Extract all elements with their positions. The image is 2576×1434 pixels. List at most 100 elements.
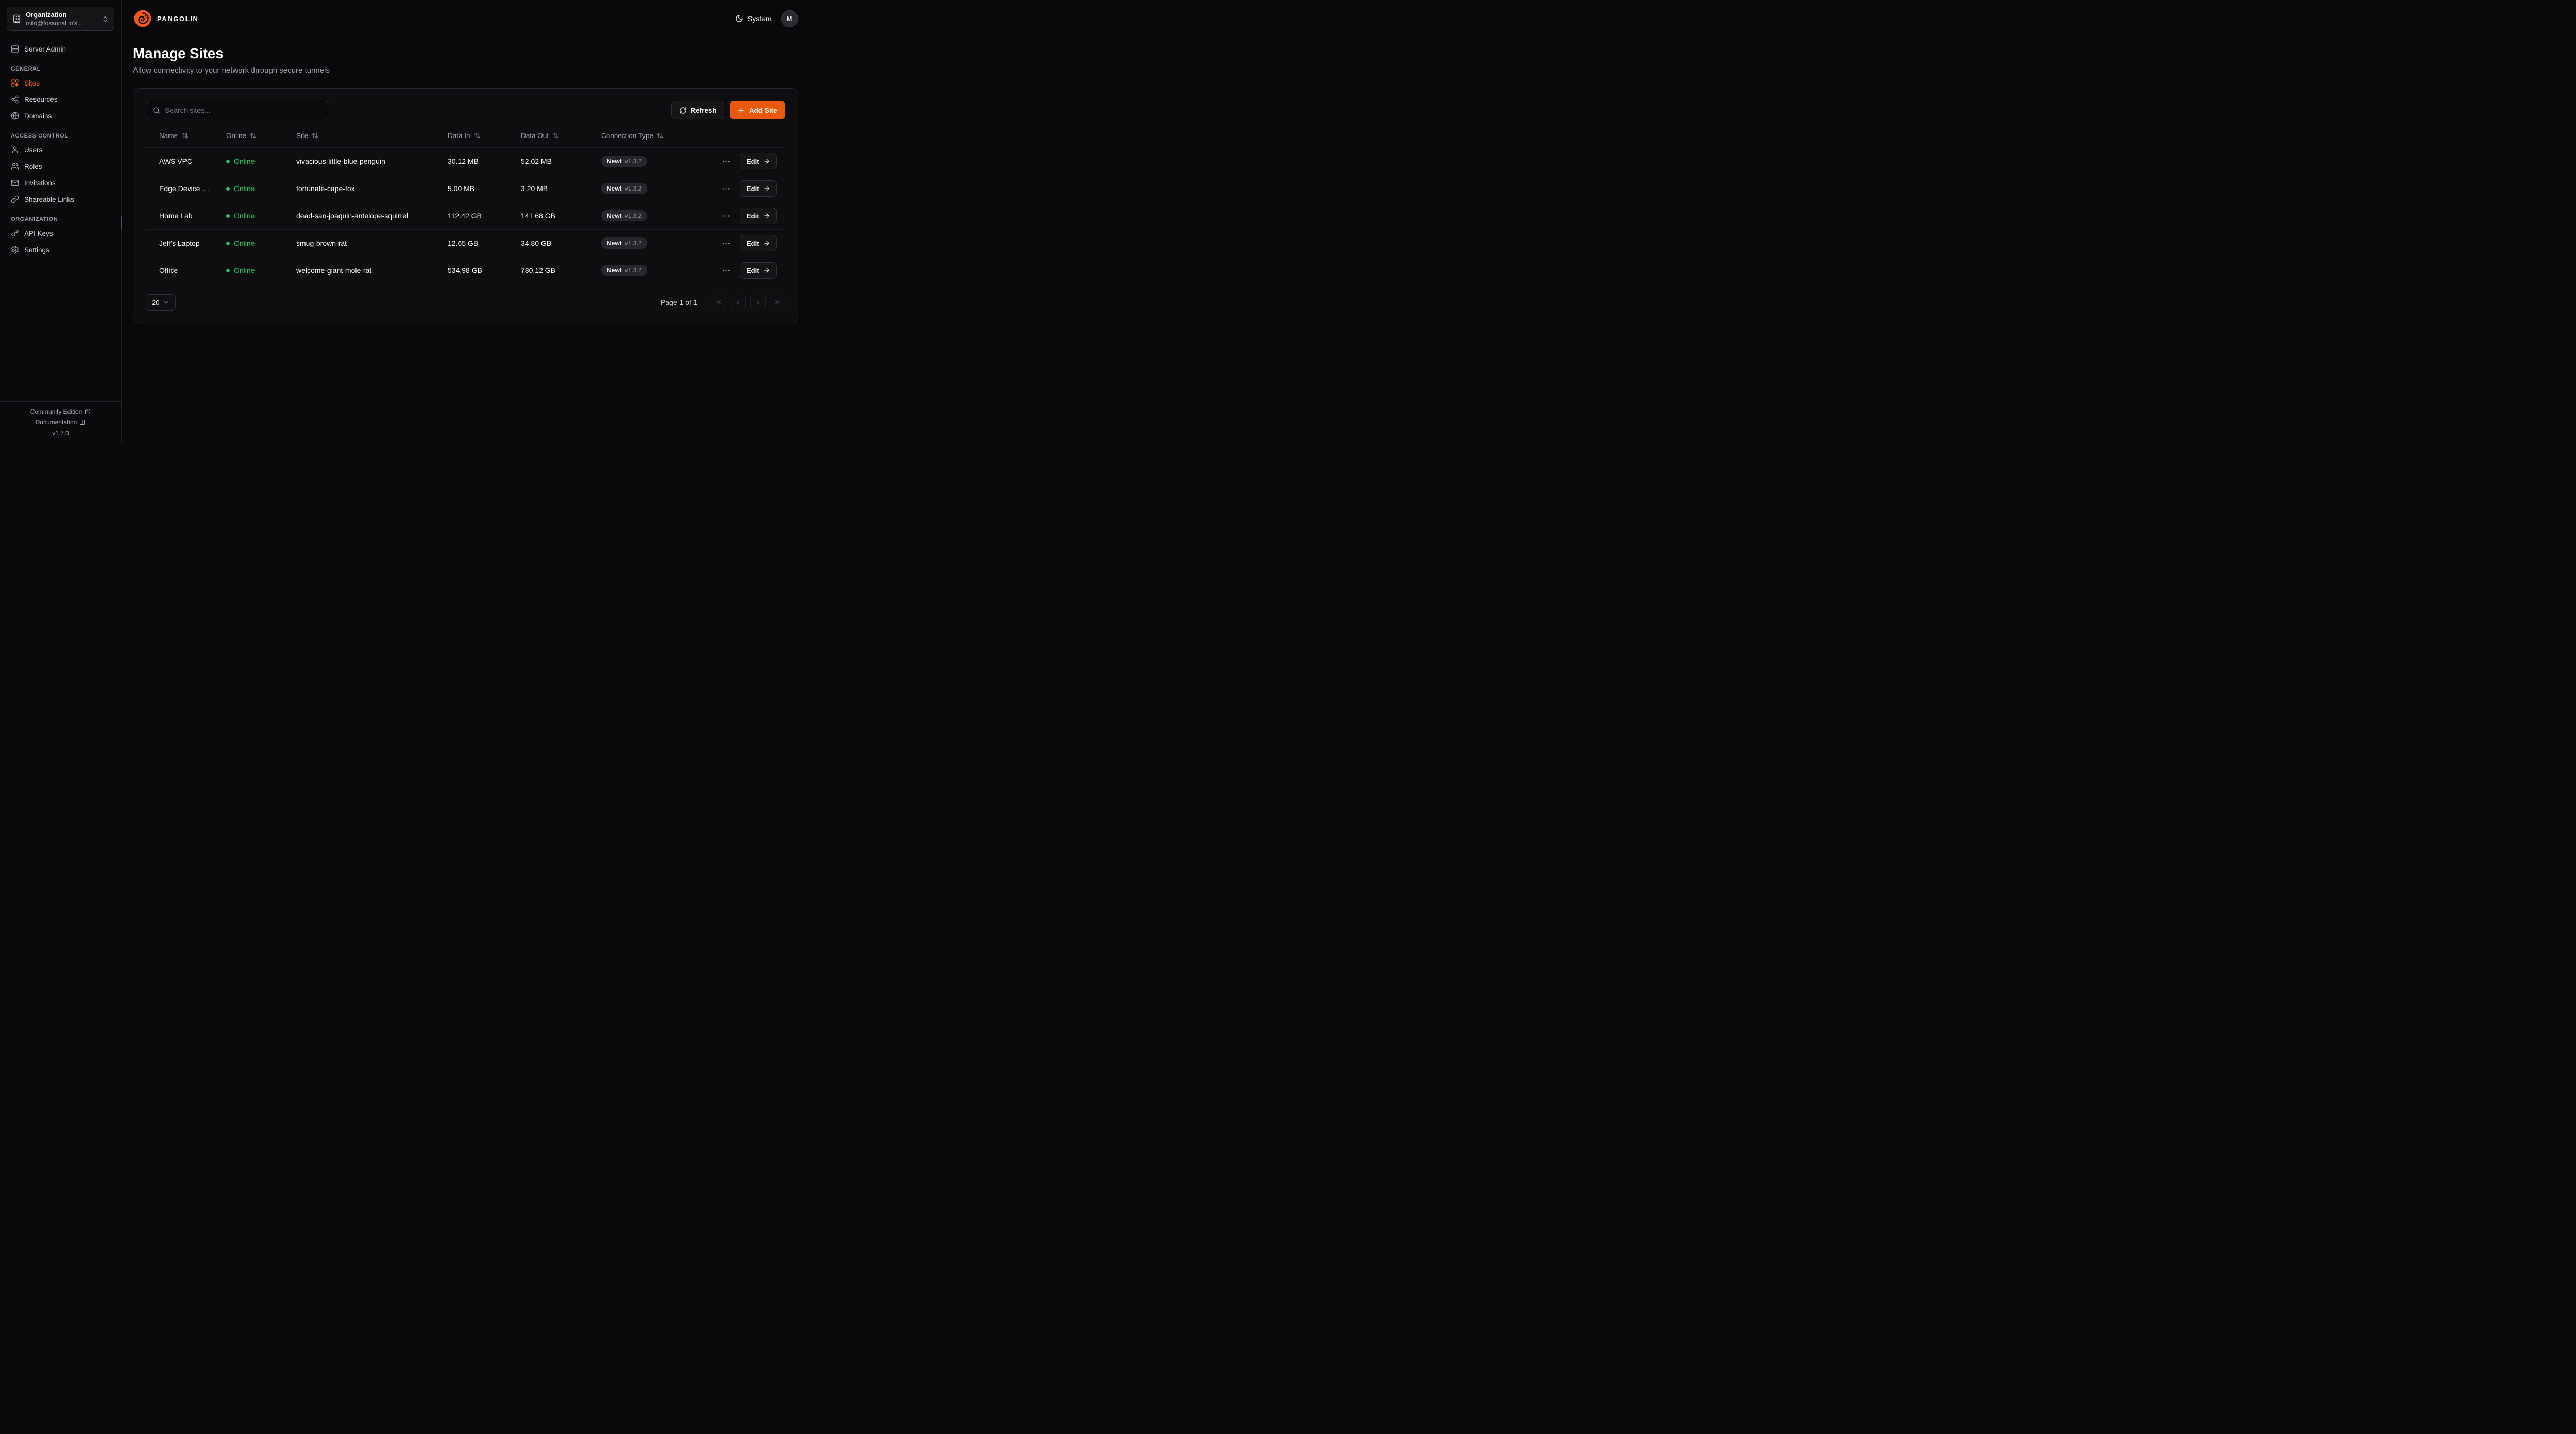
section-title-organization: ORGANIZATION [11,216,58,223]
sidebar-item-invitations[interactable]: Invitations [7,175,114,191]
moon-icon [735,14,743,23]
page-indicator: Page 1 of 1 [660,298,698,306]
section-title-access-control: ACCESS CONTROL [11,133,69,139]
avatar[interactable]: M [781,10,798,27]
sidebar-item-users[interactable]: Users [7,142,114,158]
connection-name: Newt [607,240,622,247]
sidebar-item-shareable-links[interactable]: Shareable Links [7,191,114,208]
ellipsis-icon [722,212,731,220]
sidebar-item-server-admin[interactable]: Server Admin [7,41,114,57]
online-status-label: Online [234,212,255,220]
sidebar-item-label: Invitations [24,179,56,187]
data-out-cell: 3.20 MB [521,184,548,193]
waypoints-icon [11,95,19,104]
row-menu-button[interactable] [720,264,733,277]
data-out-cell: 780.12 GB [521,266,555,275]
globe-icon [11,112,19,120]
column-header-online[interactable]: Online [218,132,288,140]
sidebar-item-sites[interactable]: Sites [7,75,114,91]
row-menu-button[interactable] [720,237,733,250]
edit-label: Edit [747,239,759,247]
table-row: Jeff's Laptop Online smug-brown-rat 12.6… [146,229,785,257]
edit-label: Edit [747,184,759,193]
sidebar-item-label: Resources [24,95,58,104]
online-dot-icon [226,214,230,218]
column-header-data-out[interactable]: Data Out [513,132,593,140]
community-edition-link[interactable]: Community Edition [30,408,91,415]
sidebar: Organization milo@fossorial.io's ... Ser… [0,0,122,443]
online-dot-icon [226,159,230,163]
sidebar-resize-handle[interactable] [121,216,122,229]
edit-button[interactable]: Edit [740,235,777,251]
sort-icon [657,132,664,139]
mail-icon [11,179,19,187]
pager: Page 1 of 1 [660,295,785,310]
page-subtitle: Allow connectivity to your network throu… [133,66,330,75]
column-header-data-in[interactable]: Data In [439,132,513,140]
data-out-cell: 141.68 GB [521,212,555,220]
connection-type-badge: Newt v1.3.2 [601,183,648,194]
ellipsis-icon [722,239,731,248]
sidebar-item-resources[interactable]: Resources [7,91,114,108]
row-menu-button[interactable] [720,210,733,223]
org-selector[interactable]: Organization milo@fossorial.io's ... [7,7,114,31]
sort-icon [181,132,188,139]
sidebar-item-domains[interactable]: Domains [7,108,114,124]
documentation-link[interactable]: Documentation [36,419,86,426]
site-name-cell: Home Lab [159,212,193,220]
table-row: Office Online welcome-giant-mole-rat 534… [146,257,785,284]
building-icon [12,14,21,23]
connection-version: v1.3.2 [624,158,642,165]
sidebar-item-label: Sites [24,79,40,87]
prev-page-button[interactable] [730,295,746,310]
community-edition-label: Community Edition [30,408,82,415]
sidebar-item-roles[interactable]: Roles [7,158,114,175]
sidebar-item-api-keys[interactable]: API Keys [7,225,114,242]
refresh-button[interactable]: Refresh [671,101,724,120]
edit-button[interactable]: Edit [740,208,777,224]
site-name-cell: AWS VPC [159,157,193,165]
online-status-cell: Online [218,239,288,247]
data-in-cell: 5.00 MB [448,184,475,193]
sidebar-item-label: Server Admin [24,45,66,53]
theme-toggle[interactable]: System [735,14,772,23]
book-icon [79,419,86,425]
table-body: AWS VPC Online vivacious-little-blue-pen… [146,147,785,284]
users-icon [11,162,19,170]
main-content: PANGOLIN System M Manage Sites Allow con… [122,0,812,443]
site-slug-cell: smug-brown-rat [296,239,347,247]
row-menu-button[interactable] [720,155,733,168]
connection-name: Newt [607,158,622,165]
connection-version: v1.3.2 [624,240,642,247]
online-status-cell: Online [218,157,288,165]
search-input[interactable] [165,106,323,114]
edit-button[interactable]: Edit [740,262,777,279]
edit-button[interactable]: Edit [740,153,777,169]
connection-type-badge: Newt v1.3.2 [601,265,648,276]
column-header-name[interactable]: Name [146,132,218,140]
key-icon [11,229,19,237]
last-page-button[interactable] [769,295,785,310]
sort-icon [552,132,559,139]
site-name-cell: Jeff's Laptop [159,239,200,247]
edit-button[interactable]: Edit [740,180,777,197]
column-header-connection-type[interactable]: Connection Type [593,132,711,140]
link-icon [11,195,19,203]
column-header-site[interactable]: Site [288,132,439,140]
online-status-cell: Online [218,212,288,220]
online-status-label: Online [234,184,255,193]
sort-icon [474,132,481,139]
topbar-right: System M [735,10,798,27]
next-page-button[interactable] [750,295,766,310]
chevrons-up-down-icon [101,15,109,23]
sidebar-item-settings[interactable]: Settings [7,242,114,258]
row-menu-button[interactable] [720,182,733,195]
pangolin-logo-icon [133,9,152,28]
table-row: AWS VPC Online vivacious-little-blue-pen… [146,147,785,175]
add-site-button[interactable]: Add Site [729,101,785,120]
page-size-select[interactable]: 20 [146,294,176,311]
first-page-button[interactable] [710,295,726,310]
sidebar-item-label: Shareable Links [24,195,74,203]
pager-buttons [710,295,785,310]
table-row: Edge Device 01 Online fortunate-cape-fox… [146,175,785,202]
